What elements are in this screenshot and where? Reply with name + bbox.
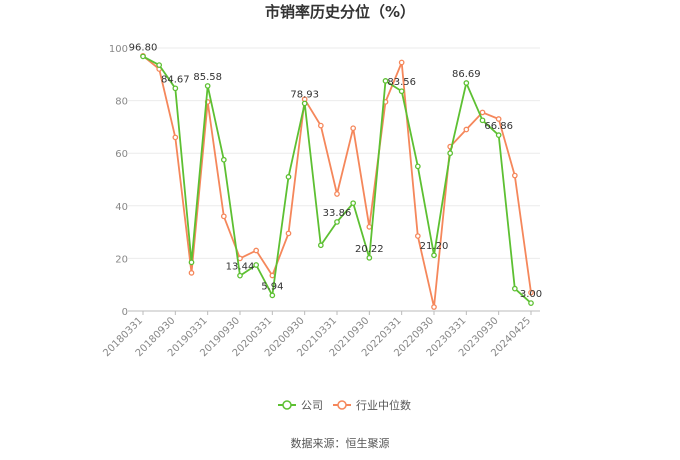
data-point[interactable] <box>301 100 308 107</box>
data-point[interactable] <box>350 200 357 207</box>
data-point[interactable] <box>237 272 243 279</box>
legend-item-company[interactable]: 公司 <box>278 399 323 412</box>
data-point[interactable] <box>285 174 292 180</box>
data-point[interactable] <box>398 59 405 66</box>
data-labels: 96.80 84.67 85.58 13.44 5.94 78.93 33.86 20.22 8… <box>129 42 542 300</box>
legend-label: 公司 <box>301 399 323 412</box>
data-point[interactable] <box>334 219 340 225</box>
data-point[interactable] <box>317 242 324 249</box>
data-point[interactable] <box>382 78 389 84</box>
data-point[interactable] <box>172 134 179 141</box>
data-point[interactable] <box>253 247 260 254</box>
y-tick-label: 100 <box>109 44 128 55</box>
source-note: 数据来源：恒生聚源 <box>291 436 390 450</box>
data-label: 84.67 <box>161 74 190 85</box>
data-point[interactable] <box>495 116 502 122</box>
data-point[interactable] <box>414 163 421 170</box>
data-point[interactable] <box>366 254 373 261</box>
data-point[interactable] <box>220 156 227 163</box>
data-point[interactable] <box>431 252 437 259</box>
data-label: 78.93 <box>290 89 319 100</box>
data-label: 86.69 <box>452 69 481 80</box>
data-point[interactable] <box>317 122 324 129</box>
series-layer <box>140 53 534 310</box>
chart-title: 市销率历史分位（%） <box>265 3 415 21</box>
data-label: 3.00 <box>520 289 542 300</box>
legend-label: 行业中位数 <box>356 398 411 412</box>
legend-item-industry-median[interactable]: 行业中位数 <box>333 398 411 412</box>
legend[interactable]: 公司 行业中位数 <box>278 398 411 412</box>
data-label: 66.86 <box>484 121 513 132</box>
data-label: 85.58 <box>193 72 222 83</box>
data-point[interactable] <box>447 150 454 157</box>
data-point[interactable] <box>414 233 421 239</box>
y-tick-label: 60 <box>115 149 128 160</box>
data-point[interactable] <box>220 213 227 220</box>
data-point[interactable] <box>463 126 470 133</box>
y-axis: 0 20 40 60 80 100 <box>109 44 128 318</box>
data-point[interactable] <box>188 259 195 266</box>
data-label: 5.94 <box>261 281 283 292</box>
data-label: 83.56 <box>387 77 416 88</box>
data-point[interactable] <box>495 132 502 139</box>
data-point[interactable] <box>463 80 470 86</box>
data-point[interactable] <box>366 223 373 230</box>
data-point[interactable] <box>156 62 163 68</box>
data-point[interactable] <box>334 191 340 197</box>
y-tick-label: 20 <box>115 254 128 265</box>
data-label: 20.22 <box>355 244 384 255</box>
y-tick-label: 0 <box>122 307 128 318</box>
data-label: 13.44 <box>226 262 255 273</box>
data-point[interactable] <box>269 272 276 279</box>
series-company <box>140 53 534 306</box>
y-tick-label: 80 <box>115 97 128 108</box>
data-point[interactable] <box>431 304 437 310</box>
data-label: 33.86 <box>323 208 352 219</box>
data-point[interactable] <box>511 285 518 292</box>
data-point[interactable] <box>479 109 486 116</box>
data-point[interactable] <box>172 85 179 92</box>
y-tick-label: 40 <box>115 202 128 213</box>
data-point[interactable] <box>204 83 211 89</box>
data-point[interactable] <box>528 289 534 296</box>
data-label: 96.80 <box>129 42 158 53</box>
x-axis: 2018033120180930201903312019093020200331… <box>101 310 540 359</box>
data-point[interactable] <box>269 292 276 299</box>
series-line <box>142 55 532 309</box>
data-point[interactable] <box>528 300 534 306</box>
data-point[interactable] <box>479 117 486 124</box>
data-point[interactable] <box>188 270 195 276</box>
data-point[interactable] <box>140 53 146 60</box>
data-point[interactable] <box>253 262 260 268</box>
data-label: 21.20 <box>420 241 449 252</box>
data-point[interactable] <box>285 230 292 237</box>
legend-marker <box>282 400 292 410</box>
data-point[interactable] <box>350 125 357 132</box>
data-point[interactable] <box>511 172 518 179</box>
data-point[interactable] <box>398 88 405 95</box>
legend-marker <box>337 400 347 410</box>
